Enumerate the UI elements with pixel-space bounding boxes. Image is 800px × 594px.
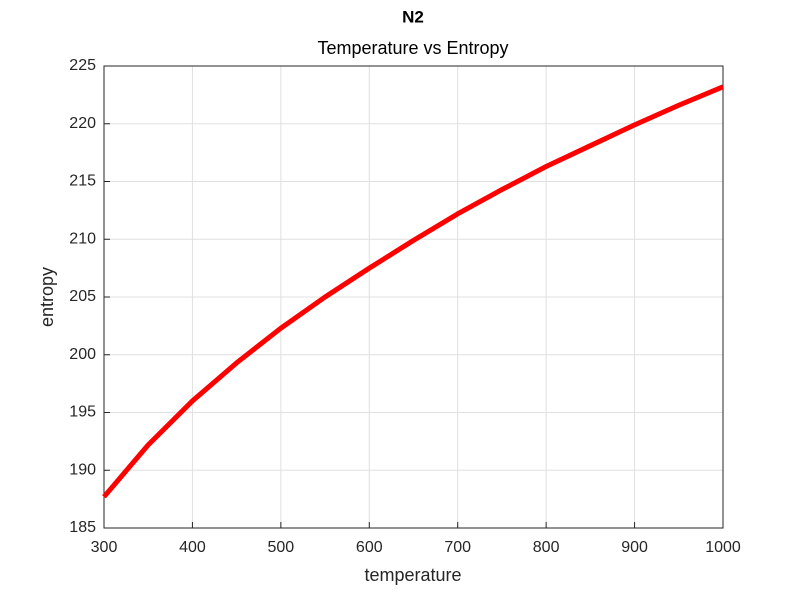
y-tick-label: 205 [69, 288, 96, 305]
y-axis-label: entropy [37, 267, 57, 327]
x-tick-label: 400 [179, 539, 206, 556]
y-tick-label: 225 [69, 57, 96, 74]
x-axis-label: temperature [364, 565, 461, 585]
y-tick-label: 185 [69, 519, 96, 536]
y-tick-label: 200 [69, 346, 96, 363]
y-tick-label: 190 [69, 461, 96, 478]
y-tick-label: 210 [69, 230, 96, 247]
chart-title: N2 [402, 7, 424, 26]
y-tick-label: 195 [69, 404, 96, 421]
x-tick-label: 700 [444, 539, 471, 556]
x-tick-label: 600 [356, 539, 383, 556]
y-tick-label: 215 [69, 173, 96, 190]
x-tick-label: 500 [268, 539, 295, 556]
chart-subtitle: Temperature vs Entropy [317, 38, 508, 58]
y-tick-label: 220 [69, 115, 96, 132]
x-tick-label: 300 [91, 539, 118, 556]
data-line [102, 84, 724, 499]
x-tick-label: 900 [621, 539, 648, 556]
x-tick-label: 1000 [705, 539, 741, 556]
axes-box [103, 65, 724, 529]
x-tick-label: 800 [533, 539, 560, 556]
